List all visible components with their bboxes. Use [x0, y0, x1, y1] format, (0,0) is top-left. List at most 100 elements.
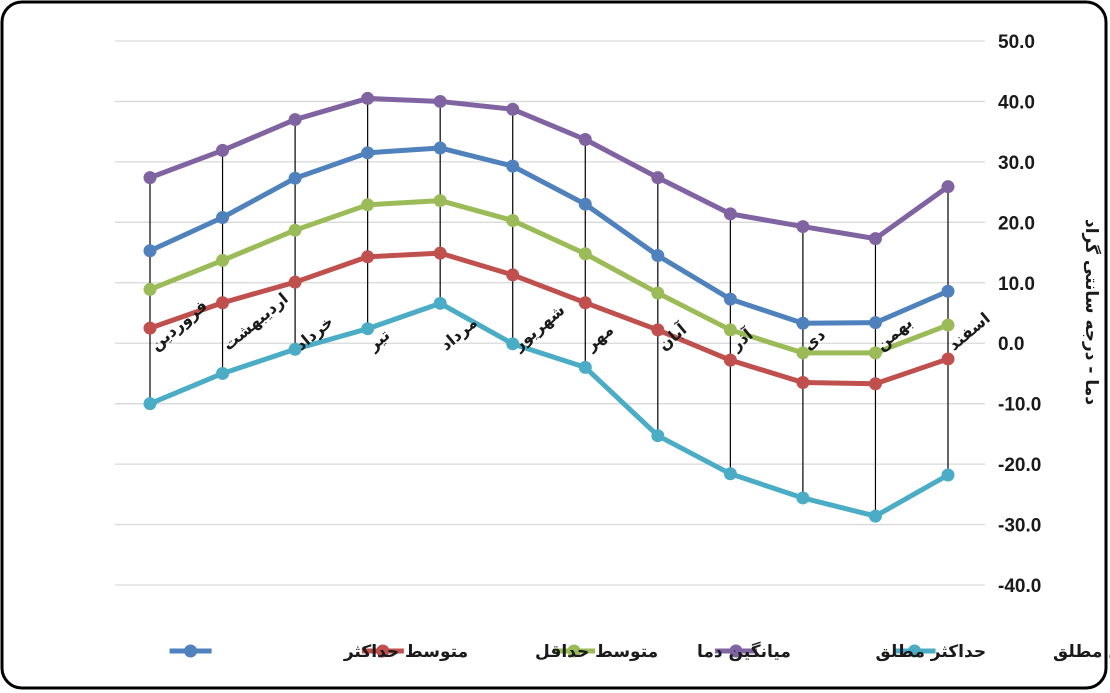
y-tick-label: 20.0 [998, 213, 1035, 234]
data-point [578, 247, 592, 261]
legend-item: متوسط حداقل [361, 642, 658, 662]
data-point [361, 250, 375, 264]
y-tick-label: -20.0 [998, 455, 1041, 476]
data-point [868, 346, 882, 360]
data-point [216, 210, 230, 224]
data-point [288, 113, 302, 127]
legend-label: حداقل مطلق [1053, 642, 1110, 662]
data-point [796, 316, 810, 330]
data-point [433, 94, 447, 108]
data-point [723, 323, 737, 337]
legend-swatch-marker [184, 644, 198, 658]
data-point [796, 220, 810, 234]
legend-label: حداکثر مطلق [876, 642, 987, 662]
data-point [941, 284, 955, 298]
data-point [868, 377, 882, 391]
y-tick-label: 30.0 [998, 153, 1035, 174]
y-tick-label: 10.0 [998, 274, 1035, 295]
data-point [723, 353, 737, 367]
data-point [796, 491, 810, 505]
legend-swatch-marker [567, 644, 581, 658]
data-point [941, 468, 955, 482]
data-point [941, 180, 955, 194]
data-point [651, 249, 665, 263]
legend-item: حداکثر مطلق [714, 642, 987, 662]
data-point [941, 318, 955, 332]
series-1 [143, 246, 955, 391]
data-point [433, 296, 447, 310]
series-0 [143, 141, 955, 330]
data-point [651, 323, 665, 337]
data-point [288, 275, 302, 289]
data-point [361, 198, 375, 212]
data-point [288, 223, 302, 237]
data-point [143, 244, 157, 258]
legend-label: میانگین دما [697, 641, 791, 662]
data-point [143, 397, 157, 411]
legend-item: حداقل مطلق [893, 642, 1110, 662]
data-point [143, 282, 157, 296]
series-lines [143, 91, 955, 523]
data-point [723, 207, 737, 221]
data-point [361, 146, 375, 160]
data-point [143, 171, 157, 185]
data-point [288, 171, 302, 185]
series-line [148, 145, 949, 326]
data-point [941, 352, 955, 366]
series-2 [143, 194, 955, 360]
series-line [149, 198, 949, 356]
data-point [651, 171, 665, 185]
data-point [578, 197, 592, 211]
y-axis-ticks: 50.0 40.0 30.0 20.0 10.0 0.0 -10.0 -20.0 -30.0 -4… [998, 32, 1041, 597]
data-point [506, 268, 520, 282]
data-point [868, 509, 882, 523]
series-line [149, 300, 950, 519]
data-point [578, 296, 592, 310]
data-point [868, 232, 882, 246]
data-point [578, 133, 592, 147]
data-point [433, 194, 447, 208]
legend: حداقل مطلق حداکثر مطلق میانگین دما متوسط حد… [169, 641, 1110, 662]
series-3 [143, 91, 955, 246]
data-point [433, 141, 447, 155]
data-point [361, 322, 375, 336]
data-point [216, 296, 230, 310]
data-point [868, 316, 882, 330]
data-point [506, 159, 520, 173]
legend-item: میانگین دما [553, 641, 791, 662]
data-point [216, 366, 230, 380]
data-point [288, 342, 302, 356]
data-point [578, 360, 592, 374]
series-line [149, 250, 949, 387]
data-point [433, 246, 447, 260]
y-tick-label: 0.0 [998, 334, 1024, 355]
series-line [149, 95, 950, 242]
data-point [796, 346, 810, 360]
y-tick-label: -40.0 [998, 576, 1041, 597]
legend-swatch-marker [729, 644, 743, 658]
legend-label: متوسط حداقل [535, 642, 658, 662]
y-axis-label: دما - درجه سانتی گراد [1081, 219, 1102, 405]
series-4 [143, 296, 955, 523]
grid [115, 40, 985, 586]
data-point [216, 253, 230, 267]
legend-item: متوسط حداکثر [169, 642, 468, 662]
data-point [506, 337, 520, 351]
legend-swatch-marker [376, 644, 390, 658]
data-point [651, 429, 665, 443]
y-tick-label: -30.0 [998, 516, 1041, 537]
data-point [723, 292, 737, 306]
data-point [216, 143, 230, 157]
data-point [651, 286, 665, 300]
y-tick-label: 50.0 [998, 32, 1035, 53]
legend-label: متوسط حداکثر [343, 642, 468, 662]
data-point [506, 102, 520, 116]
data-point [361, 91, 375, 105]
data-point [143, 321, 157, 335]
legend-swatch-marker [908, 644, 922, 658]
y-tick-label: 40.0 [998, 92, 1035, 113]
data-point [796, 376, 810, 390]
